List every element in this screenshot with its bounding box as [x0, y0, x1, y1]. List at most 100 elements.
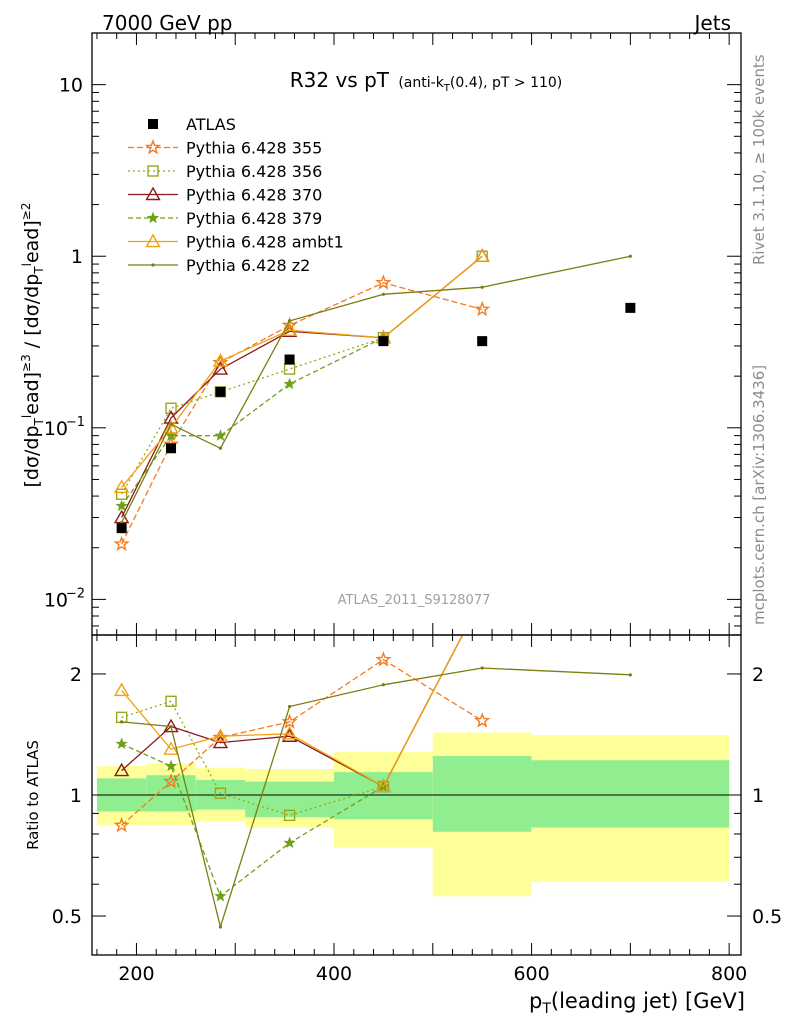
- series-355-point: [375, 274, 392, 290]
- series-379-ratio-point: [283, 836, 296, 849]
- series-ambt1-ratio-point: [163, 741, 179, 755]
- y-tick-exponent: −2: [66, 586, 85, 601]
- ratio-y-tick-label-right: 2: [752, 664, 764, 686]
- series-ambt1-ratio-point: [281, 725, 298, 740]
- atlas-data-point: [116, 523, 127, 534]
- series-379-point: [164, 429, 178, 441]
- ratio-y-tick-label-right: 1: [752, 785, 764, 807]
- atlas-data-point: [477, 336, 488, 347]
- legend-entry: Pythia 6.428 379: [128, 209, 322, 228]
- ratio-series-group: [113, 635, 632, 930]
- x-tick-label: 400: [316, 963, 352, 985]
- series-370-ratio-point: [113, 762, 130, 777]
- stat-band: [245, 781, 335, 818]
- y-tick-label: 10: [59, 75, 83, 97]
- y-tick-label: 10: [44, 418, 68, 440]
- series-z2-ratio-point: [287, 704, 292, 709]
- series-z2-ratio-point: [120, 720, 124, 724]
- legend-marker: [146, 211, 160, 224]
- series-355-ratio-point: [474, 712, 491, 728]
- series-z2-ratio-point: [381, 683, 386, 687]
- legend-label: Pythia 6.428 379: [186, 209, 322, 228]
- series-379-point: [115, 499, 128, 512]
- title-sub-sub: T: [443, 83, 451, 94]
- uncertainty-bands: [96, 732, 730, 897]
- series-ambt1-point: [113, 479, 130, 494]
- legend-entry: Pythia 6.428 355: [128, 139, 322, 158]
- series-ambt1-ratio-line: [121, 635, 464, 788]
- series-ambt1-point: [163, 419, 179, 434]
- series-355-ratio-point: [113, 816, 130, 833]
- series-ambt1-point: [212, 353, 229, 367]
- legend-label: Pythia 6.428 355: [186, 139, 322, 158]
- y-axis-label-top: [dσ/dpTlead]≥3 / [dσ/dpTlead]≥2: [19, 203, 46, 488]
- series-356-point: [283, 363, 296, 375]
- series-z2-point: [287, 319, 292, 323]
- legend-entry: Pythia 6.428 z2: [128, 256, 310, 275]
- legend-label: Pythia 6.428 370: [186, 186, 322, 205]
- ratio-y-tick-label: 0.5: [52, 906, 82, 928]
- atlas-data-point: [284, 354, 295, 365]
- x-tick-label: 200: [118, 963, 154, 985]
- rivet-label: Rivet 3.1.10, ≥ 100k events: [750, 54, 768, 265]
- mcplots-label: mcplots.cern.ch [arXiv:1306.3436]: [750, 365, 768, 625]
- series-355-point: [474, 300, 491, 317]
- series-z2-ratio-point: [480, 666, 484, 670]
- ratio-y-tick-label: 2: [70, 664, 82, 686]
- series-z2-point: [480, 285, 484, 289]
- series-ambt1-point: [281, 322, 298, 337]
- y-tick-label: 1: [71, 246, 83, 268]
- atlas-data-point: [378, 336, 389, 347]
- stat-band: [531, 760, 730, 828]
- series-z2-point: [218, 446, 223, 450]
- legend-entry: Pythia 6.428 356: [128, 162, 322, 181]
- atlas-data-layer: [116, 302, 636, 534]
- series-356-point: [115, 488, 128, 500]
- x-tick-label: 800: [711, 963, 747, 985]
- series-355-line: [121, 282, 483, 545]
- legend-label: Pythia 6.428 z2: [186, 256, 310, 275]
- series-356-ratio-point: [214, 787, 227, 799]
- legend-label: Pythia 6.428 356: [186, 162, 322, 181]
- series-ambt1-ratio-point: [113, 682, 130, 697]
- series-379-ratio-point: [115, 737, 128, 750]
- legend-marker: [145, 186, 161, 201]
- series-z2-point: [169, 422, 173, 426]
- series-379-ratio-point: [214, 889, 227, 902]
- series-356-point: [165, 402, 177, 414]
- series-379-ratio-point: [164, 759, 178, 772]
- series-355-point: [113, 535, 130, 552]
- series-355-ratio-line: [121, 658, 483, 826]
- title-sub-suffix: (0.4), pT > 110): [450, 75, 562, 91]
- series-355-ratio-point: [375, 651, 392, 667]
- series-z2-ratio-point: [218, 925, 223, 929]
- atlas-data-point: [215, 386, 226, 397]
- legend-entry: ATLAS: [148, 115, 236, 134]
- atlas-data-point: [625, 302, 636, 313]
- series-355-point: [281, 316, 298, 333]
- atlas-data-point: [166, 443, 177, 454]
- series-356-line: [121, 255, 483, 495]
- series-ambt1-point: [474, 248, 490, 262]
- header-right: Jets: [693, 11, 731, 35]
- series-ambt1-ratio-point: [375, 778, 392, 793]
- series-356-ratio-point: [283, 809, 296, 822]
- ratio-y-tick-label: 1: [70, 785, 82, 807]
- x-axis-label: pT(leading jet) [GeV]: [529, 989, 745, 1017]
- series-ambt1-ratio-point: [212, 728, 229, 742]
- stat-band: [432, 756, 532, 832]
- stat-band: [146, 775, 196, 812]
- series-z2-line: [121, 255, 631, 523]
- header-left: 7000 GeV pp: [102, 11, 233, 35]
- legend-marker: [151, 263, 155, 267]
- top-series-group: [113, 248, 632, 552]
- ratio-y-tick-label-right: 0.5: [752, 906, 782, 928]
- series-379-line: [121, 337, 384, 507]
- series-379-point: [214, 429, 227, 441]
- series-z2-ratio-point: [169, 724, 173, 729]
- y-tick-exponent: −1: [66, 415, 85, 430]
- legend-marker: [148, 119, 158, 129]
- series-layer: [113, 248, 632, 930]
